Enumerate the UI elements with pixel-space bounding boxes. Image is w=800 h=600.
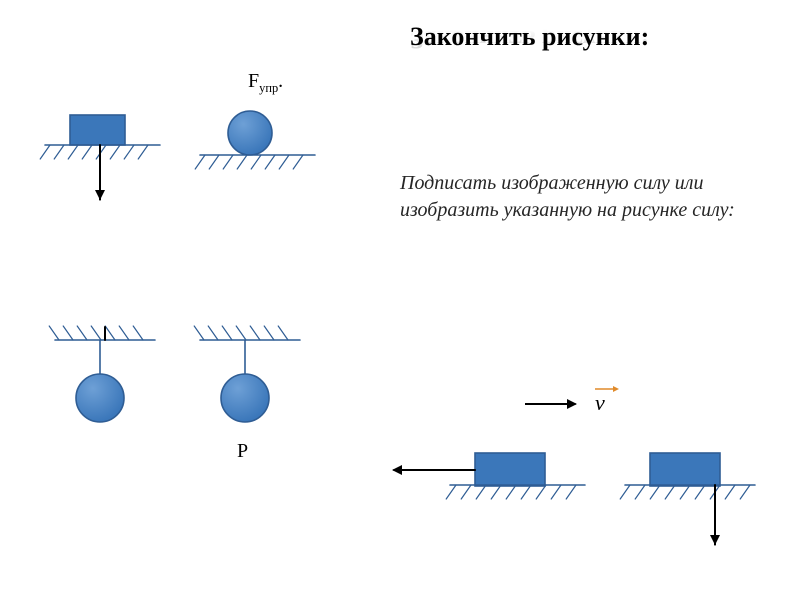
label-f-upr-main: F	[248, 70, 259, 92]
label-v: v	[595, 390, 605, 416]
label-f-upr-sub: упр	[259, 81, 278, 95]
figure-ball-hanging-ceiling-tick	[45, 320, 185, 450]
page-title-reflection: Закончить рисунки:	[410, 24, 649, 54]
figure-box-surface-weight-arrow	[40, 100, 180, 220]
vector-over-arrow-icon	[595, 384, 623, 394]
figure-box-surface-arrow-down-2	[620, 430, 790, 560]
label-f-upr: Fупр.	[248, 70, 283, 96]
velocity-direction-arrow	[525, 398, 595, 418]
label-f-upr-suffix: .	[278, 70, 283, 92]
instruction-text: Подписать изображенную силу или изобрази…	[400, 170, 760, 224]
figure-ball-on-surface	[195, 95, 335, 205]
figure-ball-hanging-ceiling	[190, 320, 330, 450]
figure-box-friction-arrow-left	[390, 430, 590, 550]
